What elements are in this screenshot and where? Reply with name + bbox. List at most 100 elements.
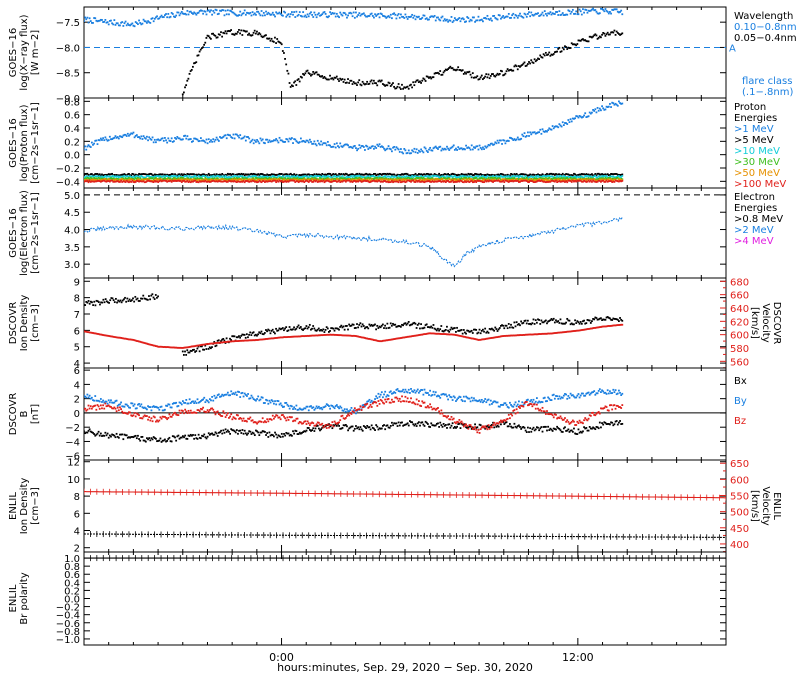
- data-point: [405, 180, 408, 183]
- data-point: [383, 172, 385, 175]
- data-point: [594, 108, 597, 111]
- data-point: [333, 12, 336, 15]
- data-point: [320, 176, 323, 179]
- data-point: [492, 181, 494, 183]
- data-point: [249, 178, 252, 181]
- flare-class-marker: A: [729, 43, 736, 54]
- data-point: [258, 175, 261, 178]
- data-point: [173, 346, 175, 349]
- data-point: [355, 179, 357, 182]
- data-point: [195, 344, 198, 347]
- data-point: [435, 72, 438, 74]
- data-point: [112, 299, 115, 302]
- data-point: [420, 173, 423, 176]
- data-point: [529, 62, 532, 65]
- data-point: [238, 340, 240, 342]
- data-point: [250, 180, 253, 183]
- data-point: [606, 178, 609, 181]
- data-point: [177, 346, 180, 349]
- data-point: [442, 179, 445, 182]
- data-point: [99, 176, 102, 179]
- data-point: [221, 341, 224, 344]
- data-point: [604, 176, 607, 179]
- data-point: [541, 321, 544, 324]
- data-point: [557, 173, 560, 176]
- data-point: [597, 12, 600, 15]
- data-point: [279, 12, 282, 15]
- data-point: [576, 115, 579, 118]
- data-point: [275, 42, 277, 44]
- data-point: [149, 172, 152, 175]
- data-point: [185, 180, 188, 183]
- data-point: [421, 175, 424, 178]
- data-point: [362, 180, 365, 182]
- data-point: [378, 340, 381, 343]
- data-point: [120, 174, 122, 176]
- data-point: [549, 319, 552, 322]
- data-point: [297, 174, 300, 177]
- data-point: [526, 178, 529, 181]
- data-point: [438, 72, 440, 75]
- data-point: [345, 325, 348, 327]
- data-point: [506, 139, 509, 142]
- data-point: [602, 179, 605, 182]
- data-point: [351, 147, 354, 149]
- data-point: [321, 334, 324, 337]
- data-point: [198, 50, 201, 53]
- data-point: [602, 175, 605, 178]
- data-point: [134, 295, 137, 298]
- data-point: [504, 174, 507, 177]
- data-point: [391, 175, 393, 178]
- data-point: [457, 178, 460, 181]
- data-point: [215, 36, 218, 39]
- data-point: [551, 175, 554, 178]
- data-point: [114, 180, 117, 183]
- data-point: [565, 321, 567, 324]
- y-tick-label: 6: [74, 326, 80, 337]
- data-point: [549, 178, 552, 181]
- data-point: [580, 173, 583, 175]
- data-point: [546, 130, 548, 133]
- data-point: [417, 15, 420, 18]
- data-point: [591, 178, 593, 181]
- data-point: [133, 179, 136, 182]
- data-point: [197, 181, 200, 184]
- data-point: [349, 11, 352, 14]
- data-point: [251, 177, 254, 180]
- data-point: [217, 140, 220, 142]
- data-point: [324, 142, 327, 145]
- data-point: [101, 178, 103, 181]
- data-point: [502, 139, 505, 142]
- data-point: [503, 17, 506, 19]
- data-point: [153, 175, 156, 178]
- data-point: [314, 143, 317, 145]
- data-point: [396, 325, 399, 328]
- data-point: [252, 339, 255, 342]
- data-point: [532, 175, 535, 178]
- data-point: [605, 105, 608, 108]
- data-point: [168, 173, 171, 176]
- data-point: [473, 146, 475, 149]
- data-point: [203, 180, 206, 183]
- data-point: [549, 11, 552, 14]
- data-point: [319, 143, 321, 146]
- data-point: [389, 178, 392, 181]
- data-point: [274, 176, 276, 179]
- data-point: [558, 331, 561, 334]
- data-point: [496, 177, 499, 180]
- data-point: [441, 15, 444, 18]
- data-point: [392, 178, 394, 180]
- data-point: [553, 180, 556, 183]
- data-point: [134, 180, 137, 183]
- data-point: [483, 148, 485, 151]
- data-point: [121, 173, 124, 176]
- data-point: [103, 301, 106, 304]
- data-point: [495, 336, 498, 339]
- data-point: [338, 179, 340, 182]
- data-point: [148, 343, 151, 346]
- data-point: [449, 65, 452, 68]
- data-point: [131, 179, 134, 182]
- data-point: [357, 174, 360, 177]
- data-point: [556, 177, 559, 180]
- data-point: [146, 298, 149, 301]
